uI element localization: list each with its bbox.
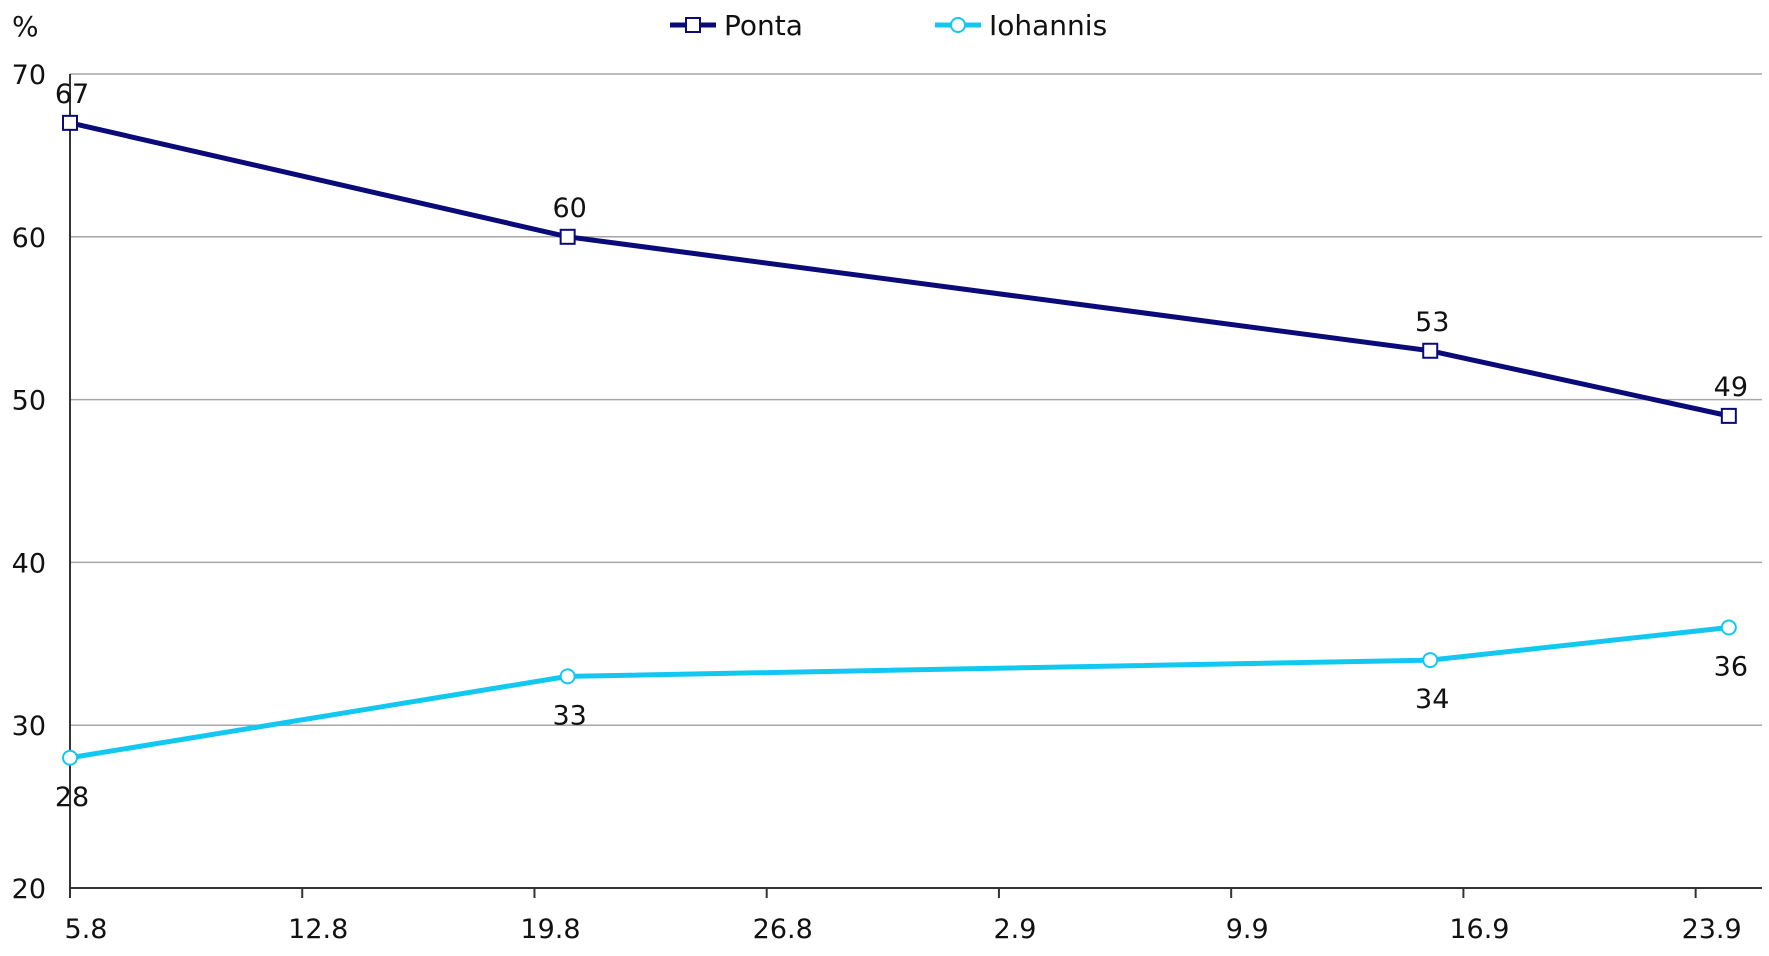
x-tick-label: 2.9 — [993, 914, 1036, 945]
x-tick-label: 5.8 — [65, 914, 108, 945]
data-label-ponta: 49 — [1714, 372, 1748, 403]
y-tick-label: 30 — [12, 711, 46, 742]
y-tick-label: 20 — [12, 874, 46, 905]
x-tick-label: 16.9 — [1449, 914, 1509, 945]
data-point-ponta — [62, 114, 78, 131]
legend-marker-ponta — [685, 17, 701, 33]
legend-label-iohannis: Iohannis — [989, 9, 1107, 42]
y-tick-label: 40 — [12, 548, 46, 579]
x-tick-label: 12.8 — [288, 914, 348, 945]
data-point-iohannis — [559, 668, 576, 685]
y-tick-label: 60 — [12, 223, 46, 254]
legend-label-ponta: Ponta — [724, 9, 803, 42]
data-point-ponta — [1720, 407, 1737, 424]
data-label-iohannis: 34 — [1415, 684, 1449, 715]
x-tick-label: 23.9 — [1682, 914, 1742, 945]
x-tick-label: 9.9 — [1226, 914, 1269, 945]
data-point-iohannis — [1422, 652, 1439, 669]
data-label-ponta: 67 — [55, 79, 89, 110]
data-label-ponta: 60 — [552, 193, 586, 224]
data-label-ponta: 53 — [1415, 307, 1449, 338]
y-tick-label: 50 — [12, 386, 46, 417]
legend-marker-iohannis — [950, 17, 966, 33]
data-label-iohannis: 33 — [552, 700, 586, 731]
x-tick-label: 26.8 — [753, 914, 813, 945]
data-label-iohannis: 28 — [55, 782, 89, 813]
data-point-iohannis — [1720, 619, 1737, 636]
data-label-iohannis: 36 — [1714, 652, 1748, 683]
data-point-iohannis — [62, 749, 78, 766]
x-tick-label: 19.8 — [520, 914, 580, 945]
y-tick-label: 70 — [12, 60, 46, 91]
y-axis-unit-label: % — [12, 10, 39, 43]
series-line-iohannis — [69, 625, 1730, 761]
data-point-ponta — [1422, 342, 1439, 359]
series-line-ponta — [69, 120, 1730, 419]
data-point-ponta — [559, 228, 576, 245]
